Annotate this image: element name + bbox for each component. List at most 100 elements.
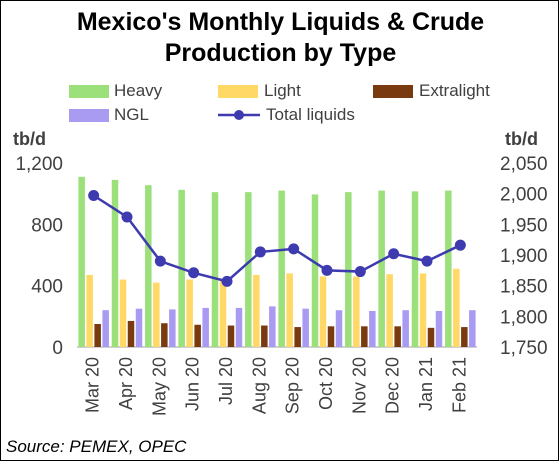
- right-axis-tick-label: 1,900: [500, 246, 548, 267]
- bar-ngl: [202, 307, 209, 347]
- point-total-liquids: [421, 255, 433, 267]
- bar-extralight: [161, 323, 168, 347]
- bar-ngl: [402, 310, 409, 347]
- bar-extralight: [361, 326, 368, 347]
- bar-ngl: [469, 310, 476, 347]
- bar-heavy: [378, 190, 385, 347]
- bar-light: [453, 268, 460, 347]
- x-axis-tick-label: Jul 20: [216, 357, 236, 405]
- point-total-liquids: [388, 248, 400, 260]
- bar-heavy: [345, 192, 352, 347]
- bar-extralight: [394, 326, 401, 347]
- bar-light: [253, 274, 260, 347]
- bar-ngl: [169, 309, 176, 347]
- bar-ngl: [235, 307, 243, 347]
- left-axis-tick-label: 400: [31, 277, 63, 298]
- legend-swatch-light: [218, 85, 258, 98]
- x-axis-tick-label: Jan 21: [416, 357, 436, 411]
- bar-extralight: [194, 324, 201, 347]
- right-axis-tick-label: 2,000: [500, 185, 548, 206]
- source-note: Source: PEMEX, OPEC: [6, 437, 187, 456]
- point-total-liquids: [154, 255, 166, 267]
- bar-light: [119, 279, 127, 347]
- chart-title-line-2: Production by Type: [164, 39, 397, 67]
- bar-heavy: [245, 192, 252, 347]
- legend-swatch-heavy: [69, 85, 109, 98]
- x-axis-tick-label: Apr 20: [116, 357, 136, 410]
- bar-extralight: [94, 324, 101, 347]
- right-axis-tick-label: 1,850: [500, 277, 548, 298]
- legend-label-heavy: Heavy: [114, 81, 163, 100]
- point-total-liquids: [454, 239, 466, 251]
- bar-light: [319, 276, 327, 347]
- line-total-liquids: [92, 194, 461, 283]
- bar-heavy: [311, 194, 319, 347]
- legend-swatch-extralight: [373, 85, 413, 98]
- bar-light: [86, 274, 93, 347]
- bar-light: [419, 273, 427, 347]
- x-axis-tick-label: Sep 20: [283, 357, 303, 414]
- point-total-liquids: [221, 275, 233, 287]
- bar-ngl: [435, 310, 443, 347]
- point-total-liquids: [254, 246, 266, 258]
- bar-heavy: [445, 190, 452, 347]
- bar-extralight: [327, 326, 335, 347]
- bar-heavy: [145, 185, 152, 347]
- bar-extralight: [461, 327, 468, 347]
- bar-light: [186, 279, 193, 347]
- legend-label-total-liquids: Total liquids: [266, 105, 355, 124]
- bar-ngl: [335, 310, 343, 347]
- right-axis-tick-label: 1,750: [500, 338, 548, 359]
- legend-label-light: Light: [264, 81, 301, 100]
- left-axis-tick-label: 0: [52, 338, 63, 359]
- x-axis-tick-label: Feb 21: [449, 357, 469, 413]
- x-axis-tick-label: Oct 20: [316, 357, 336, 410]
- plot-area: 0 400 800 1,200 1,750 1,800 1,850 1,900 1,950 2,0…: [15, 154, 548, 416]
- left-axis-unit: tb/d: [13, 129, 46, 149]
- bar-ngl: [135, 308, 143, 347]
- x-axis-tick-label: Nov 20: [349, 357, 369, 414]
- bar-extralight: [127, 320, 135, 347]
- bar-extralight: [427, 327, 435, 347]
- bar-heavy: [78, 176, 85, 347]
- bar-light: [286, 273, 293, 347]
- x-axis-tick-label: Dec 20: [383, 357, 403, 414]
- right-axis-tick-label: 1,800: [500, 307, 548, 328]
- point-total-liquids: [88, 190, 100, 202]
- x-axis-tick-label: Aug 20: [249, 357, 269, 414]
- chart-title-line-1: Mexico's Monthly Liquids & Crude: [76, 8, 485, 36]
- bar-heavy: [111, 179, 119, 347]
- left-axis-tick-label: 800: [31, 215, 63, 236]
- bar-ngl: [269, 306, 276, 347]
- legend-marker-total-liquids: [234, 110, 244, 120]
- legend-label-extralight: Extralight: [419, 81, 490, 100]
- left-axis-tick-label: 1,200: [15, 154, 63, 175]
- bar-extralight: [261, 325, 268, 347]
- point-total-liquids: [321, 264, 333, 276]
- bar-light: [353, 276, 360, 347]
- x-axis-tick-label: May 20: [149, 357, 169, 416]
- point-total-liquids: [288, 243, 300, 255]
- point-total-liquids: [354, 266, 366, 278]
- point-total-liquids: [188, 267, 200, 279]
- bar-heavy: [278, 190, 285, 347]
- bar-ngl: [102, 310, 109, 347]
- bar-extralight: [227, 325, 235, 347]
- bar-light: [386, 274, 393, 347]
- point-total-liquids: [121, 211, 133, 223]
- bar-light: [219, 278, 227, 347]
- right-axis-tick-label: 1,950: [500, 215, 548, 236]
- legend-label-ngl: NGL: [114, 105, 149, 124]
- bar-extralight: [294, 327, 301, 347]
- legend-swatch-ngl: [69, 109, 109, 122]
- bar-ngl: [369, 310, 376, 347]
- bar-heavy: [211, 192, 219, 347]
- bar-ngl: [302, 308, 309, 347]
- bar-heavy: [411, 191, 419, 347]
- right-axis-unit: tb/d: [505, 129, 538, 149]
- x-axis-tick-label: Mar 20: [83, 357, 103, 413]
- x-axis-tick-label: Jun 20: [183, 357, 203, 411]
- bar-light: [153, 282, 160, 347]
- right-axis-tick-label: 2,050: [500, 154, 548, 175]
